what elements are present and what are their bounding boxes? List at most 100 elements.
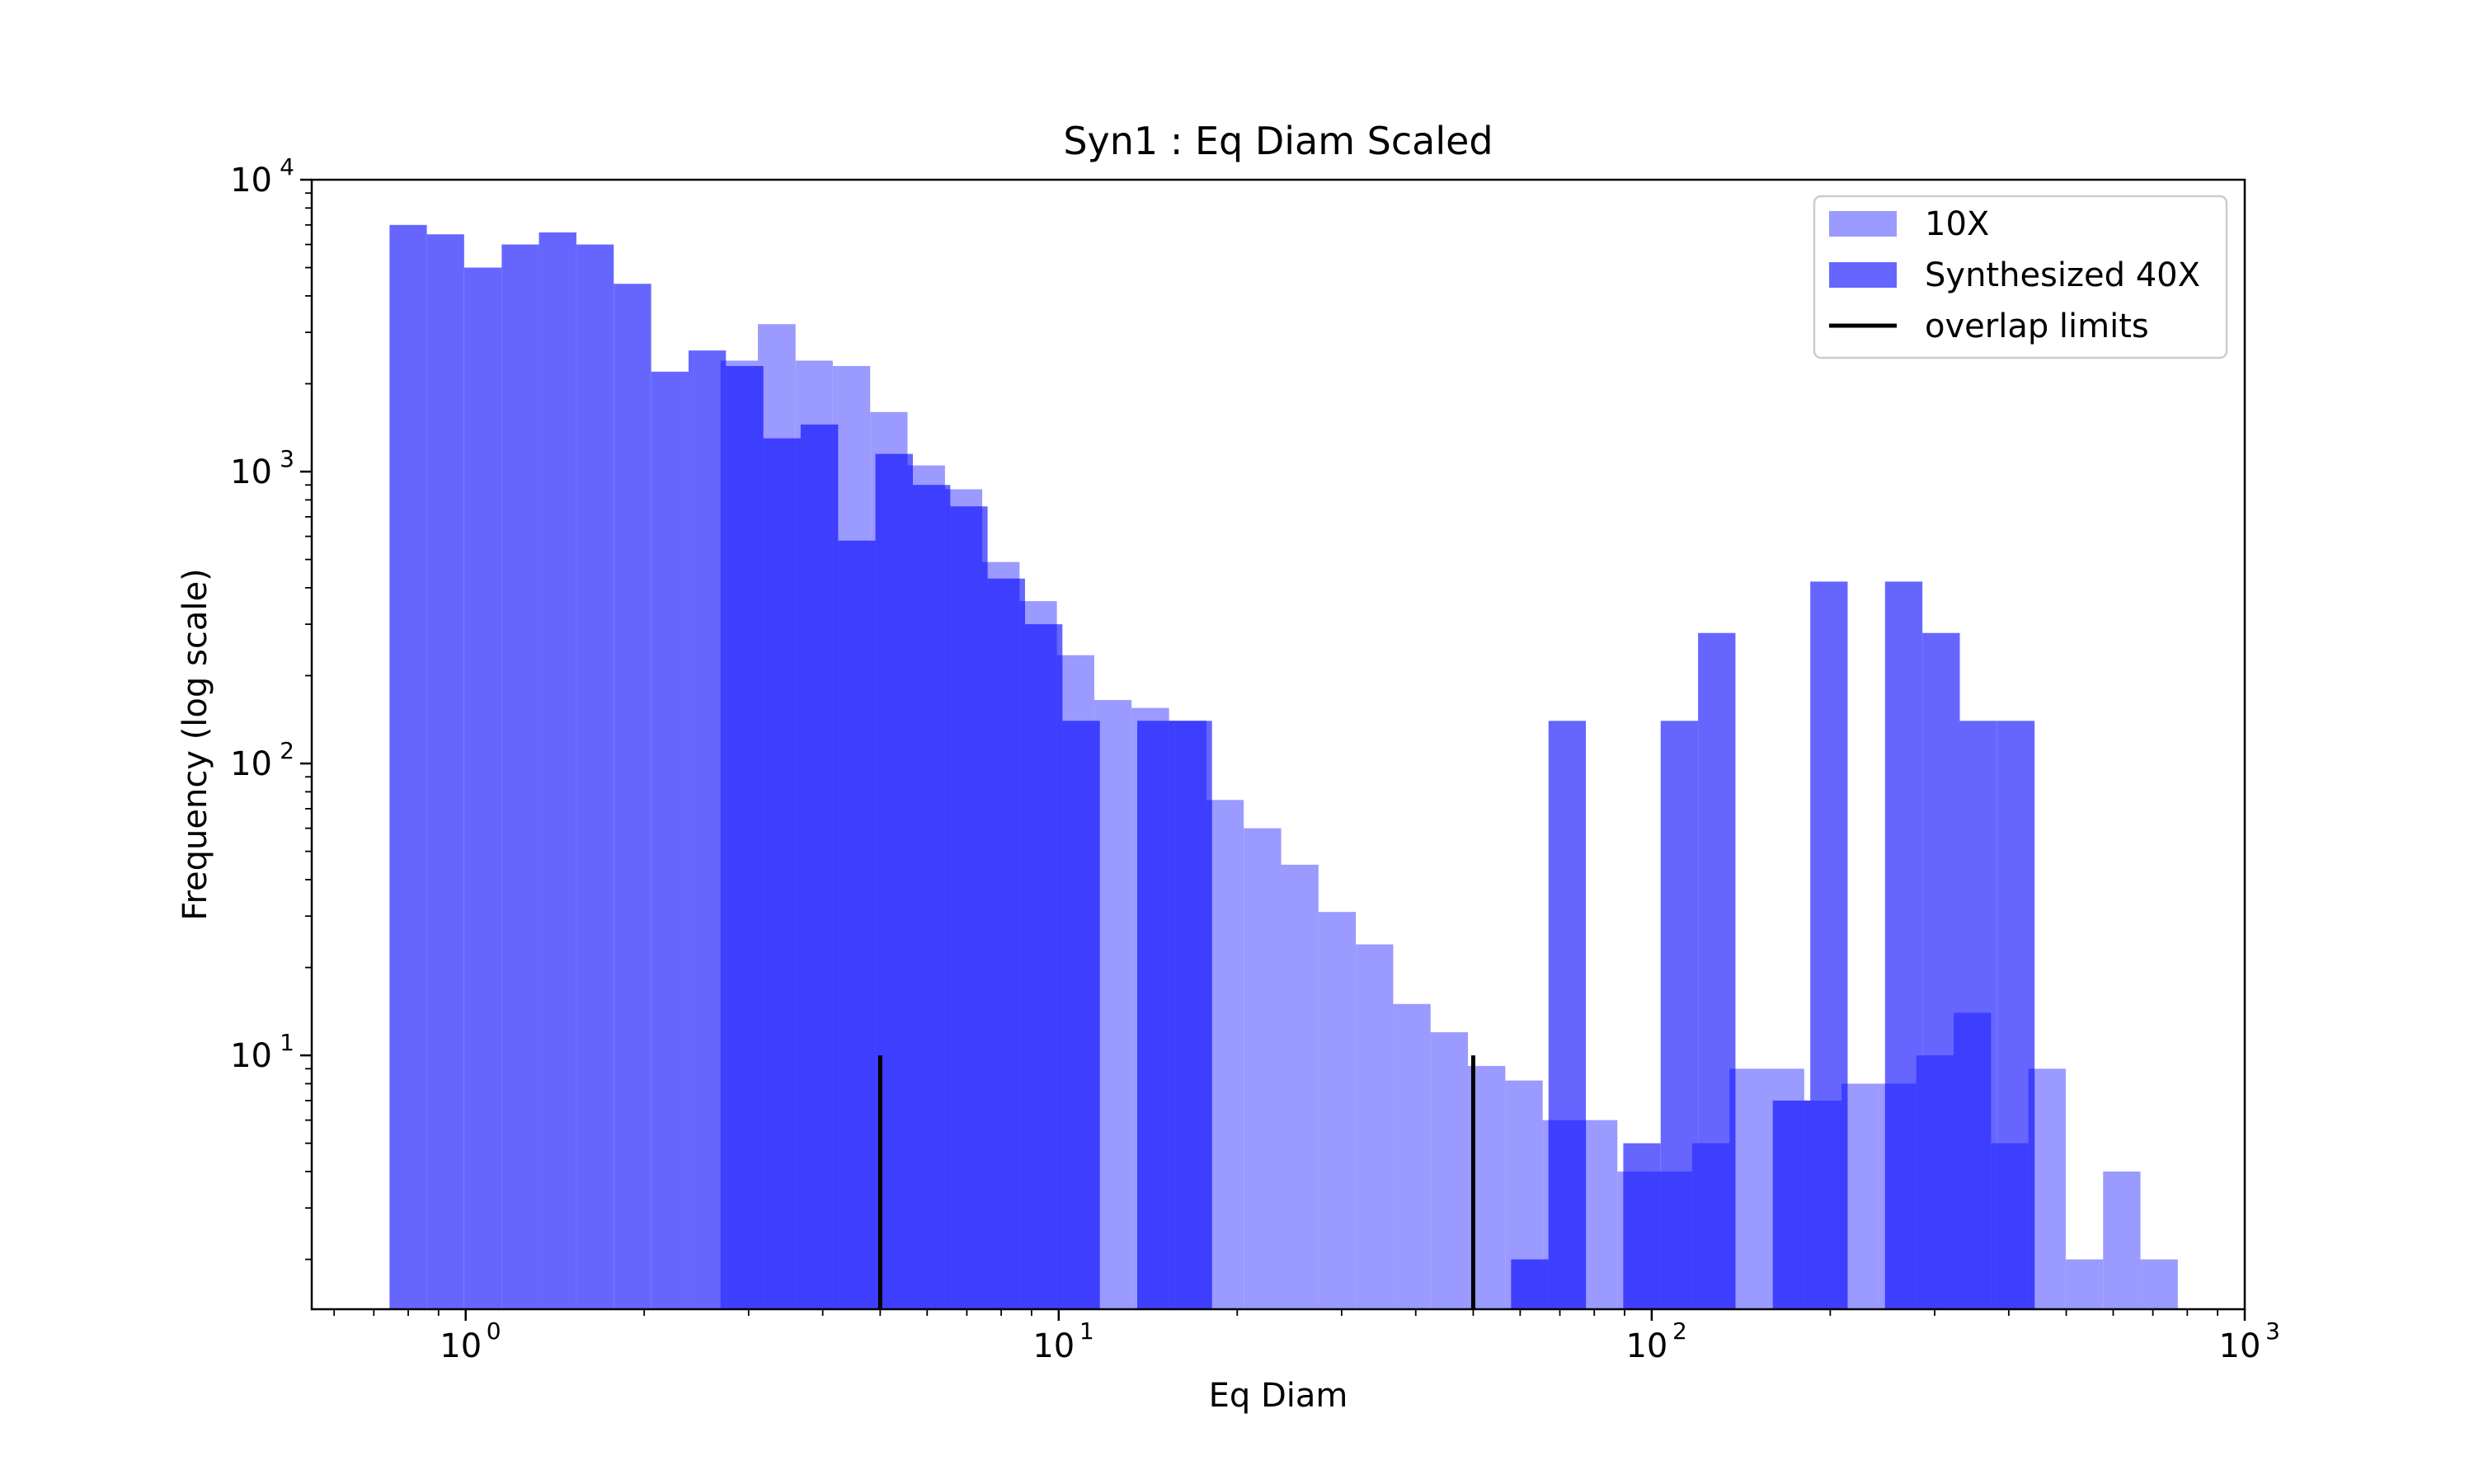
overlap-bar xyxy=(1137,721,1169,1309)
overlap-bar xyxy=(1579,1120,1587,1309)
y-axis-label: Frequency (log scale) xyxy=(176,568,214,920)
y-tick-label: 10 xyxy=(230,162,272,200)
overlap-bar xyxy=(944,489,951,1309)
series-40x-bar xyxy=(389,224,427,1310)
axis-ticks: 10 0 10 1 10 2 10 310 110 210 310 4 xyxy=(230,153,2280,1365)
y-tick-label: 10 xyxy=(230,453,272,491)
series-10x-bar xyxy=(2140,1259,2178,1309)
series-40x-bar xyxy=(688,350,727,1309)
y-tick-exponent: 3 xyxy=(280,445,294,472)
x-tick-exponent: 1 xyxy=(1079,1317,1094,1345)
series-10x-bar xyxy=(1430,1032,1469,1309)
overlap-bar xyxy=(1094,721,1100,1309)
overlap-bar xyxy=(912,485,945,1309)
overlap-bar xyxy=(1019,601,1025,1309)
overlap-bar xyxy=(1772,1100,1804,1309)
overlap-bar xyxy=(2028,1068,2035,1309)
overlap-bar xyxy=(1954,1012,1960,1309)
overlap-bar xyxy=(1997,1143,2029,1309)
overlap-bar xyxy=(1959,1012,1992,1309)
series-40x-bar xyxy=(463,267,502,1310)
overlap-bar xyxy=(1174,721,1206,1309)
x-tick-exponent: 3 xyxy=(2265,1317,2280,1345)
overlap-limit-lines xyxy=(877,1055,1475,1309)
overlap-bar xyxy=(838,540,871,1309)
series-10x-bar xyxy=(1356,944,1394,1309)
series-10x-bar xyxy=(2103,1171,2141,1309)
overlap-bar xyxy=(1206,800,1212,1309)
overlap-bar xyxy=(907,465,913,1309)
overlap-bar xyxy=(832,424,839,1310)
overlap-bar xyxy=(1548,1120,1580,1309)
series-40x-bar xyxy=(539,232,576,1309)
overlap-bar xyxy=(726,365,759,1310)
x-tick-exponent: 0 xyxy=(487,1317,501,1345)
series-10x-bar xyxy=(1579,1120,1618,1309)
overlap-bar xyxy=(1169,721,1175,1309)
overlap-bar xyxy=(800,424,833,1310)
legend: 10X Synthesized 40X overlap limits xyxy=(1813,195,2228,359)
y-tick-exponent: 2 xyxy=(280,737,294,764)
overlap-bar xyxy=(1810,1100,1842,1309)
overlap-bar xyxy=(1698,1143,1730,1309)
series-40x-bar xyxy=(651,371,689,1309)
overlap-bar xyxy=(1841,1083,1848,1309)
overlap-bar xyxy=(1024,624,1057,1309)
plot-frame xyxy=(310,178,2246,1311)
overlap-bar xyxy=(795,438,801,1310)
legend-label-10x: 10X xyxy=(1925,205,1989,243)
series-10x-bar xyxy=(1244,828,1282,1309)
overlap-bar xyxy=(1511,1259,1543,1309)
series-10x-bar xyxy=(1841,1083,1879,1309)
legend-label-limits: overlap limits xyxy=(1925,308,2149,345)
overlap-bar xyxy=(1916,1055,1923,1309)
x-tick-exponent: 2 xyxy=(1672,1317,1687,1345)
legend-swatch-40x xyxy=(1829,262,1897,288)
overlap-bar xyxy=(1062,721,1094,1309)
overlap-bar xyxy=(1623,1171,1655,1309)
overlap-bar xyxy=(1884,1083,1917,1309)
overlap-bar xyxy=(1804,1100,1811,1309)
legend-label-40x: Synthesized 40X xyxy=(1925,256,2200,294)
series-10x-bar xyxy=(1729,1068,1767,1309)
chart-title: Syn1 : Eq Diam Scaled xyxy=(1063,119,1493,163)
series-40x-bar xyxy=(501,244,539,1309)
legend-swatch-10x xyxy=(1829,211,1897,237)
overlap-bar xyxy=(1691,1143,1699,1309)
x-tick-label: 10 xyxy=(2219,1327,2261,1365)
x-tick-label: 10 xyxy=(1032,1327,1075,1365)
overlap-bar xyxy=(1654,1171,1661,1309)
series-40x-bar xyxy=(426,234,464,1309)
series-40x-bar xyxy=(614,284,651,1310)
overlap-bar xyxy=(1922,1055,1954,1309)
series-10x-bar xyxy=(1281,864,1319,1309)
series-10x-bar xyxy=(2028,1068,2066,1309)
overlap-bar xyxy=(982,561,988,1309)
x-axis-label: Eq Diam xyxy=(1209,1377,1348,1415)
series-10x-bar xyxy=(1318,912,1357,1309)
y-tick-label: 10 xyxy=(230,1037,272,1075)
series-10x-bar xyxy=(1206,800,1244,1309)
series-10x-bar xyxy=(2065,1259,2104,1309)
overlap-bar xyxy=(1542,1259,1549,1309)
overlap-bar xyxy=(758,365,764,1310)
y-tick-label: 10 xyxy=(230,745,272,783)
legend-frame xyxy=(1813,195,2228,359)
overlap-bar xyxy=(950,506,983,1309)
overlap-bar xyxy=(1729,1068,1736,1309)
series-10x-bar xyxy=(1094,700,1132,1309)
overlap-bar xyxy=(763,438,796,1310)
overlap-bar xyxy=(1660,1171,1692,1309)
overlap-bar xyxy=(870,540,876,1309)
x-tick-label: 10 xyxy=(440,1327,482,1365)
overlap-region-bars xyxy=(720,360,2035,1310)
overlap-bar xyxy=(720,360,727,1310)
series-40x-bar xyxy=(576,244,614,1309)
y-tick-exponent: 1 xyxy=(280,1029,294,1056)
overlap-bar xyxy=(987,578,1020,1309)
series-10x-bar xyxy=(1393,1003,1431,1309)
x-tick-label: 10 xyxy=(1625,1327,1667,1365)
y-tick-exponent: 4 xyxy=(280,153,294,181)
overlap-bar xyxy=(1056,655,1063,1309)
